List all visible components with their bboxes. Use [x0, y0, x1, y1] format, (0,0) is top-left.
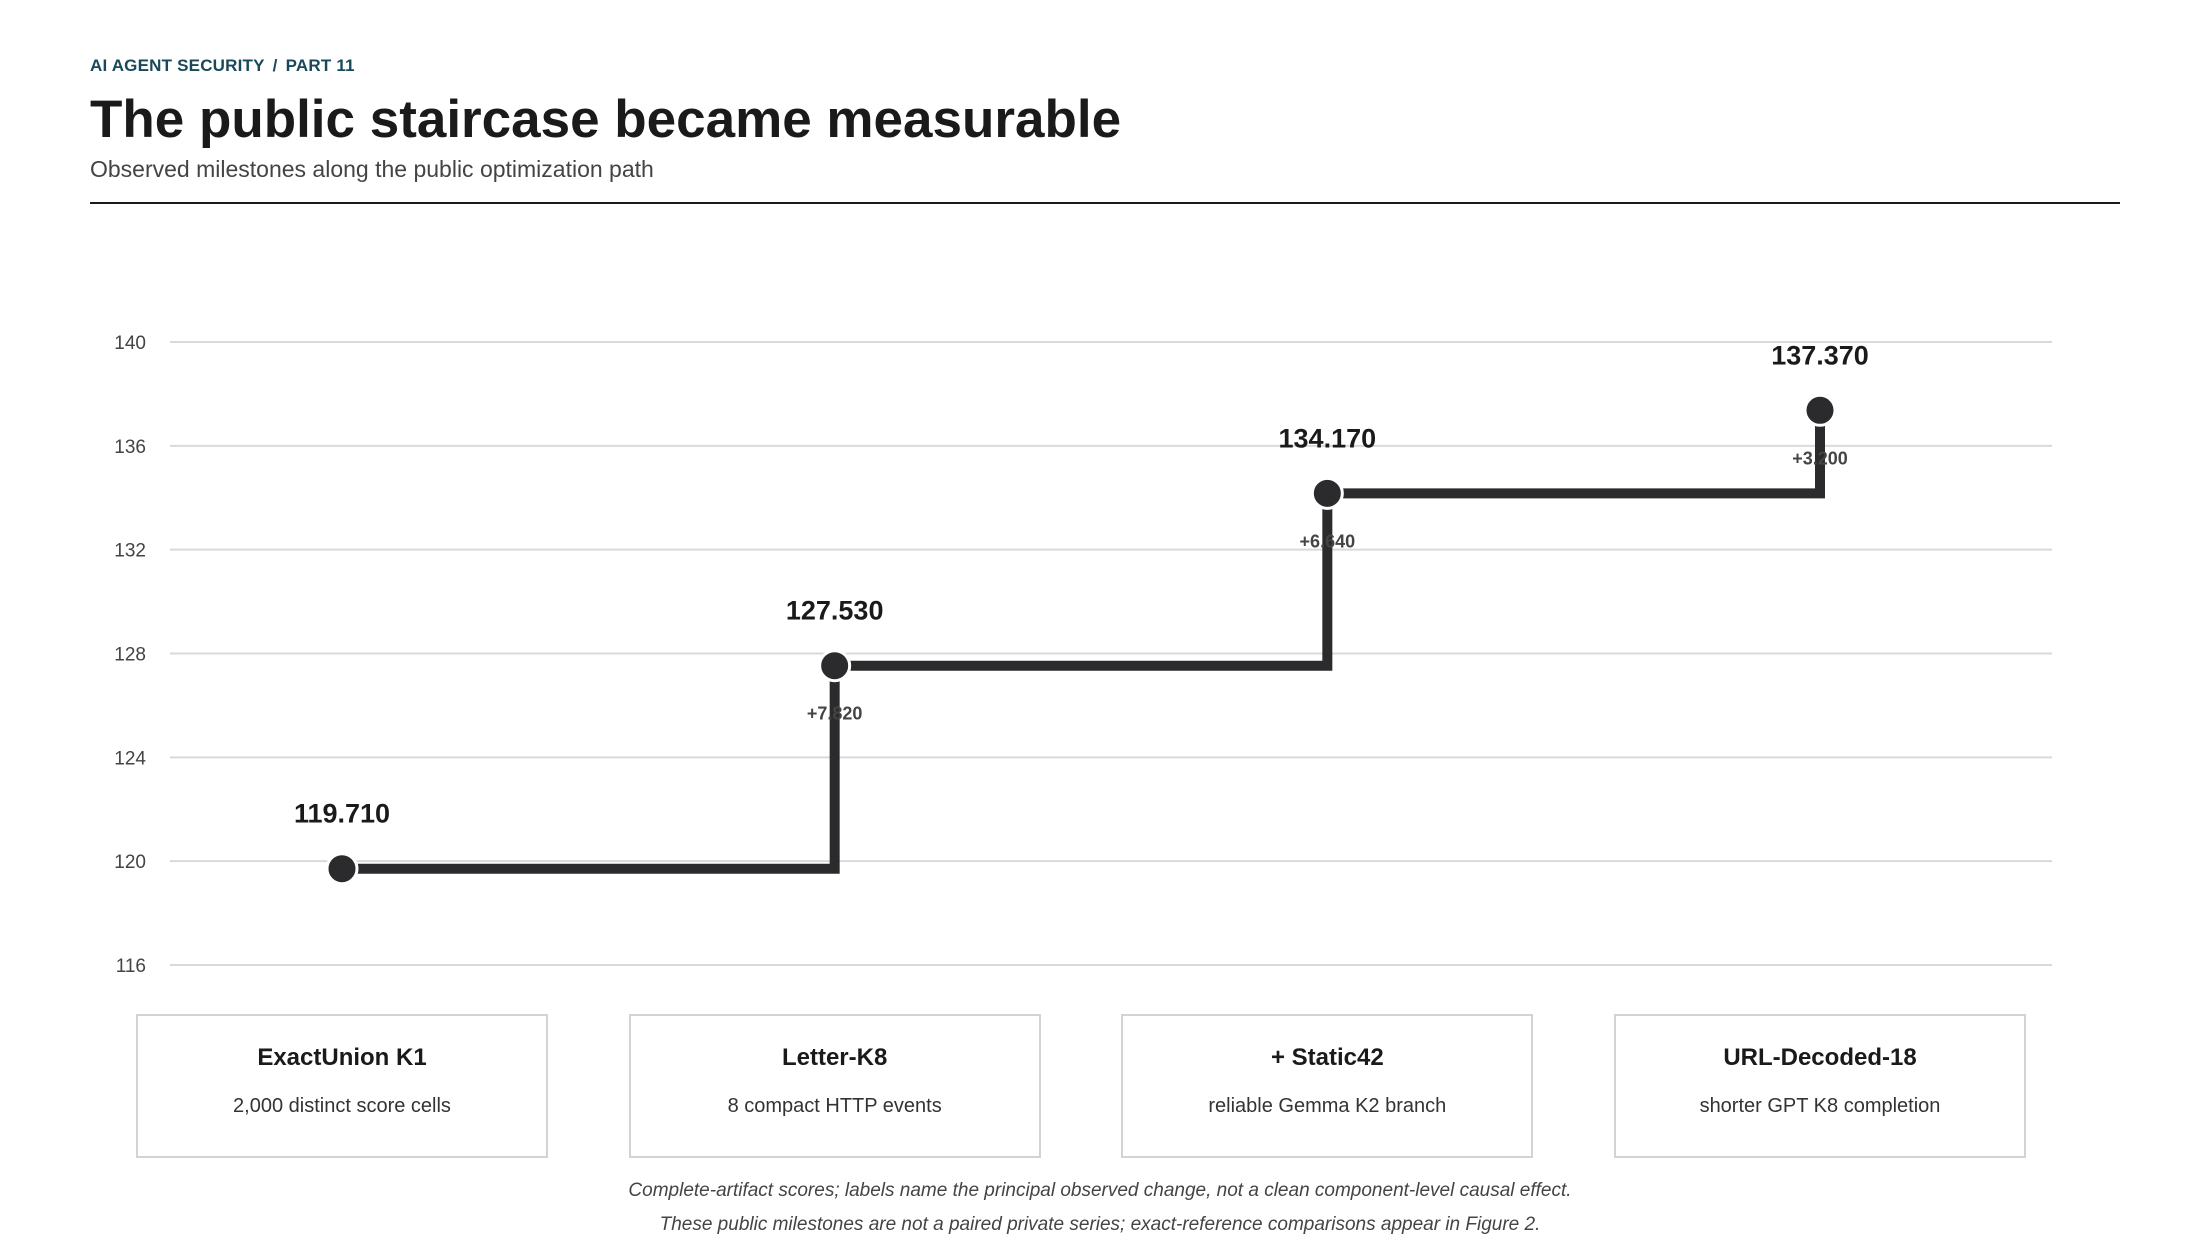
- milestone-card: ExactUnion K1 2,000 distinct score cells: [136, 1014, 548, 1158]
- kicker-series: AI AGENT SECURITY: [90, 56, 265, 75]
- milestone-name: URL-Decoded-18: [1723, 1044, 1917, 1071]
- milestone-point: [1803, 393, 1837, 427]
- milestone-name: ExactUnion K1: [257, 1044, 427, 1071]
- delta-label: +7.820: [807, 704, 863, 724]
- kicker-separator: /: [272, 56, 278, 75]
- y-tick-label: 140: [114, 333, 146, 354]
- page-subtitle: Observed milestones along the public opt…: [90, 156, 654, 182]
- page-title: The public staircase became measurable: [90, 90, 1122, 149]
- header-divider: [90, 202, 2120, 204]
- y-tick-label: 124: [114, 748, 146, 769]
- milestone-card: URL-Decoded-18 shorter GPT K8 completion: [1614, 1014, 2026, 1158]
- value-label: 119.710: [294, 799, 390, 829]
- y-tick-label: 116: [116, 956, 146, 977]
- milestone-description: reliable Gemma K2 branch: [1208, 1095, 1447, 1117]
- delta-label: +3.200: [1792, 448, 1848, 468]
- milestone-name: Letter-K8: [781, 1044, 888, 1071]
- delta-label: +6.640: [1300, 531, 1356, 551]
- kicker-part: PART 11: [285, 56, 355, 75]
- milestone-point: [1310, 476, 1344, 510]
- y-tick-label: 128: [114, 645, 146, 666]
- milestone-point: [325, 852, 359, 886]
- milestone-description: 8 compact HTTP events: [727, 1095, 942, 1117]
- milestone-card: + Static42 reliable Gemma K2 branch: [1121, 1014, 1534, 1158]
- milestone-name: + Static42: [1270, 1044, 1384, 1071]
- value-label: 137.370: [1771, 340, 1869, 370]
- value-label: 134.170: [1279, 423, 1377, 453]
- kicker: AI AGENT SECURITY / PART 11: [90, 56, 355, 76]
- milestone-card: Letter-K8 8 compact HTTP events: [628, 1014, 1041, 1158]
- step-line: [342, 410, 1825, 874]
- step-chart: 116 120 124 128 132 136 140 +7.820 +6.640 +3.200 1…: [114, 333, 2052, 977]
- footnote-2: These public milestones are not a paired…: [659, 1214, 1541, 1235]
- y-tick-label: 120: [114, 852, 146, 873]
- y-tick-label: 136: [114, 437, 146, 458]
- footnote-1: Complete-artifact scores; labels name th…: [628, 1180, 1572, 1201]
- milestone-point: [818, 649, 852, 683]
- value-label: 127.530: [786, 596, 884, 626]
- milestone-description: shorter GPT K8 completion: [1699, 1095, 1941, 1117]
- milestone-description: 2,000 distinct score cells: [233, 1095, 451, 1117]
- y-tick-label: 132: [114, 541, 146, 562]
